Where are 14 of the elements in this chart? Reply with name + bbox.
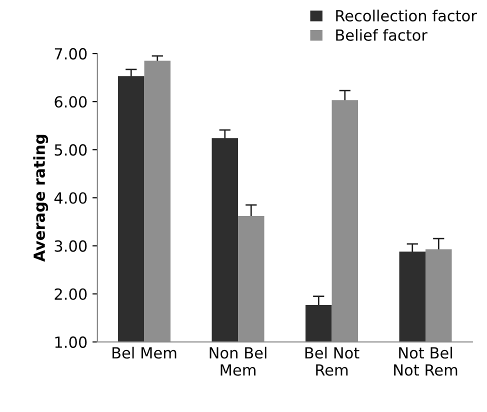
x-tick-label: Bel Mem (112, 346, 176, 359)
legend-label: Recollection factor (336, 10, 477, 22)
y-tick-label: 3.00 (54, 240, 87, 252)
x-tick-label: Non Bel Mem (210, 346, 266, 376)
y-tick-label: 4.00 (54, 192, 87, 204)
y-tick-label: 6.00 (54, 96, 87, 108)
y-tick-label: 5.00 (54, 144, 87, 156)
y-tick-label: 1.00 (55, 336, 87, 348)
y-axis-title: Average rating (33, 134, 48, 262)
y-tick-label: 2.00 (54, 288, 87, 300)
legend-label: Belief factor (336, 29, 428, 41)
y-tick-label: 7.00 (54, 48, 87, 60)
x-tick-label: Not Bel Not Rem (394, 346, 458, 376)
x-tick-label: Bel Not Rem (305, 346, 360, 376)
